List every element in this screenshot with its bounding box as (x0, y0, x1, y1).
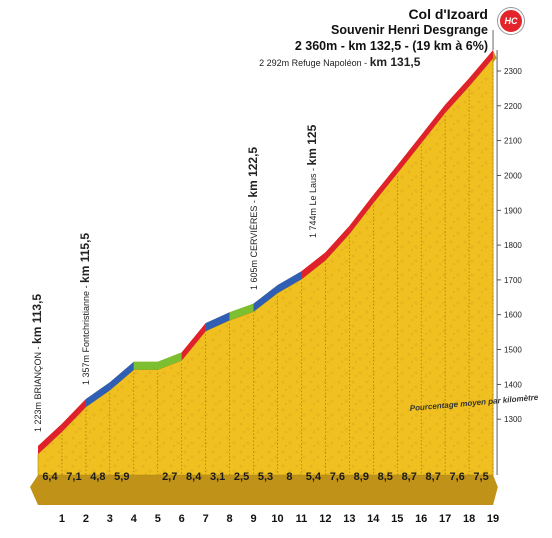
gradient-band-segment (421, 104, 446, 144)
gradient-label: 8,5 (378, 471, 393, 483)
gradient-band-segment (469, 50, 494, 87)
km-label: 14 (367, 513, 380, 525)
gradient-label: 7,5 (473, 471, 488, 483)
km-label: 19 (487, 513, 499, 525)
ground-block (30, 475, 498, 505)
km-label: 12 (319, 513, 331, 525)
waypoint-km: km 125 (305, 125, 320, 166)
waypoint-label: 1 357m Fontchristianne - km 115,5 (78, 233, 92, 385)
y-tick-label: 2100 (504, 137, 522, 146)
gradient-band-segment (325, 225, 350, 261)
km-label: 5 (155, 513, 161, 525)
y-tick-label: 2200 (504, 102, 522, 111)
waypoint-km: km 113,5 (30, 293, 44, 344)
waypoint-altitude: 1 223m (33, 399, 43, 432)
km-label: 1 (59, 513, 65, 525)
y-tick-label: 1800 (504, 241, 522, 250)
y-tick-label: 1700 (504, 276, 522, 285)
gradient-label: 5,4 (306, 471, 322, 483)
km-label: 13 (343, 513, 355, 525)
waypoint-km: km 131,5 (369, 55, 421, 69)
gradient-band-segment (133, 361, 158, 370)
gradient-band-segment (205, 312, 230, 332)
km-label: 6 (179, 513, 185, 525)
km-label: 8 (227, 513, 233, 525)
gradient-band-segment (229, 303, 254, 321)
y-tick-label: 1500 (504, 346, 522, 355)
y-tick-label: 2300 (504, 67, 522, 76)
km-label: 9 (250, 513, 256, 525)
km-label: 15 (391, 513, 403, 525)
gradient-band-segment (373, 165, 398, 203)
waypoint-altitude: 1 357m (80, 352, 91, 385)
waypoint-altitude: 1 744m (308, 205, 319, 239)
km-label: 10 (271, 513, 283, 525)
gradient-label: 8,4 (186, 471, 202, 483)
km-label: 16 (415, 513, 427, 525)
gradient-label: 8,7 (426, 471, 441, 483)
gradient-label: 5,9 (114, 471, 129, 483)
gradient-label: 6,4 (42, 471, 58, 483)
gradient-label: 2,7 (162, 471, 177, 483)
chart-title: Col d'Izoard (408, 6, 488, 22)
gradient-band-segment (253, 285, 278, 312)
gradient-label: 7,6 (449, 471, 464, 483)
gradient-band-segment (349, 194, 374, 234)
gradient-band-segment (85, 382, 110, 407)
gradient-label: 3,1 (210, 471, 225, 483)
y-tick-label: 1400 (504, 380, 522, 389)
km-label: 3 (107, 513, 113, 525)
waypoint-name: Le Laus - (308, 165, 319, 206)
gradient-label: 7,1 (66, 471, 81, 483)
waypoint-name: Fontchristianne - (80, 282, 91, 353)
km-label: 2 (83, 513, 89, 525)
gradient-band-segment (109, 361, 134, 391)
gradient-band-segment (397, 135, 422, 174)
gradient-band-segment (61, 398, 86, 432)
waypoint-altitude: 1 605m (248, 257, 259, 290)
gradient-label: 5,3 (258, 471, 273, 483)
hc-category-badge: HC (498, 8, 524, 34)
waypoint-label: 1 223m BRIANÇON - km 113,5 (30, 294, 44, 432)
gradient-label: 2,5 (234, 471, 249, 483)
waypoint-label: 1 605m CERVIÈRES - km 122,5 (246, 146, 260, 289)
chart-subtitle: Souvenir Henri Desgrange (331, 23, 488, 37)
gradient-label: 8 (286, 471, 292, 483)
waypoint-km: km 115,5 (77, 232, 92, 283)
gradient-label: 4,8 (90, 471, 105, 483)
profile-area (37, 57, 494, 476)
chart-summary: 2 360m - km 132,5 - (19 km à 6%) (294, 39, 488, 53)
y-tick-label: 2000 (504, 171, 522, 180)
km-label: 4 (131, 513, 138, 525)
gradient-band-segment (301, 252, 326, 280)
km-label: 18 (463, 513, 475, 525)
km-label: 11 (296, 513, 308, 525)
waypoint-name: Refuge Napoléon - (291, 58, 370, 68)
gradient-band-segment (277, 271, 302, 294)
km-label: 7 (203, 513, 209, 525)
title-block: Col d'Izoard Souvenir Henri Desgrange 2 … (295, 6, 488, 54)
waypoint-km: km 122,5 (245, 146, 260, 198)
waypoint-label: 2 292m Refuge Napoléon - km 131,5 (259, 55, 420, 69)
gradient-label: 7,6 (330, 471, 345, 483)
waypoint-label: 1 744m Le Laus - km 125 (305, 125, 319, 238)
km-label: 17 (439, 513, 451, 525)
gradient-label: 8,9 (354, 471, 369, 483)
waypoint-altitude: 2 292m (259, 58, 292, 68)
gradient-band-segment (38, 423, 62, 454)
y-tick-label: 1600 (504, 311, 522, 320)
gradient-label: 8,7 (402, 471, 417, 483)
gradient-band-segment (181, 323, 206, 361)
y-tick-label: 1900 (504, 206, 522, 215)
y-tick-label: 1300 (504, 415, 522, 424)
waypoint-name: CERVIÈRES - (248, 197, 259, 258)
gradient-band-segment (157, 352, 182, 370)
gradient-band-segment (445, 78, 470, 113)
waypoint-name: BRIANÇON - (33, 343, 43, 400)
